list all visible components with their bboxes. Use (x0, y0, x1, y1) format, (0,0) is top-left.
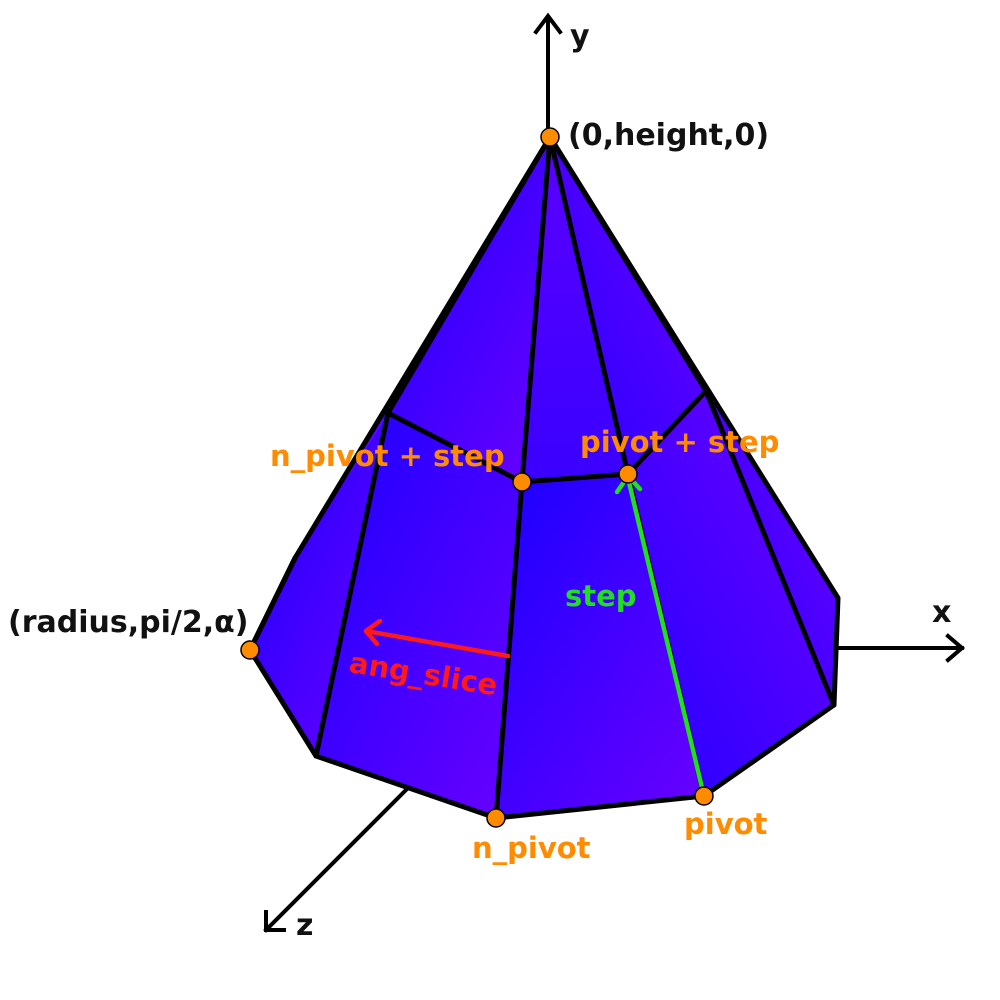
n-pivot-label: n_pivot (472, 831, 591, 865)
base-left-label: (radius,pi/2,α) (8, 605, 248, 640)
edge-apex-1 (385, 134, 553, 416)
edge-lower-2 (493, 479, 525, 821)
apex-label: (0,height,0) (568, 118, 769, 153)
point-base-left (240, 640, 260, 660)
point-n-pivot (486, 808, 506, 828)
cone-face-upper-4 (550, 137, 706, 474)
y-axis-label: y (570, 19, 590, 54)
ang-slice-vector-arrowhead (363, 618, 383, 647)
cone-face-lower-3 (496, 474, 704, 818)
axes (263, 12, 966, 933)
point-apex (540, 127, 560, 147)
cone-face-upper-3 (522, 137, 628, 482)
pivot-label: pivot (684, 807, 768, 841)
x-axis-arrowhead (945, 633, 966, 663)
points (240, 127, 714, 828)
edge-apex-4 (547, 134, 709, 394)
edge-apex-3 (547, 134, 631, 477)
x-axis-label: x (932, 595, 951, 630)
point-pivot (694, 786, 714, 806)
n-pivot-step-label: n_pivot + step (270, 439, 505, 473)
edge-lower-0 (247, 555, 298, 653)
z-axis-arrowhead (264, 910, 286, 932)
step-vector (625, 475, 707, 799)
cone-face-lower-4 (628, 391, 834, 796)
ang-slice-vector (363, 628, 511, 659)
cone-face-upper-2 (388, 137, 550, 482)
z-axis (263, 787, 409, 933)
edge-lower-1 (313, 410, 391, 759)
cone-face-lower-1 (250, 413, 388, 756)
z-axis-label: z (296, 908, 313, 943)
edge-lower-4 (703, 388, 837, 708)
y-axis-arrowhead (533, 12, 563, 35)
ring-edge (385, 388, 709, 485)
pivot-step-label: pivot + step (580, 425, 779, 459)
step-label: step (565, 579, 637, 613)
point-n-pivot-step (512, 472, 532, 492)
point-pivot-step (618, 464, 638, 484)
edge-apex-2 (519, 134, 553, 485)
